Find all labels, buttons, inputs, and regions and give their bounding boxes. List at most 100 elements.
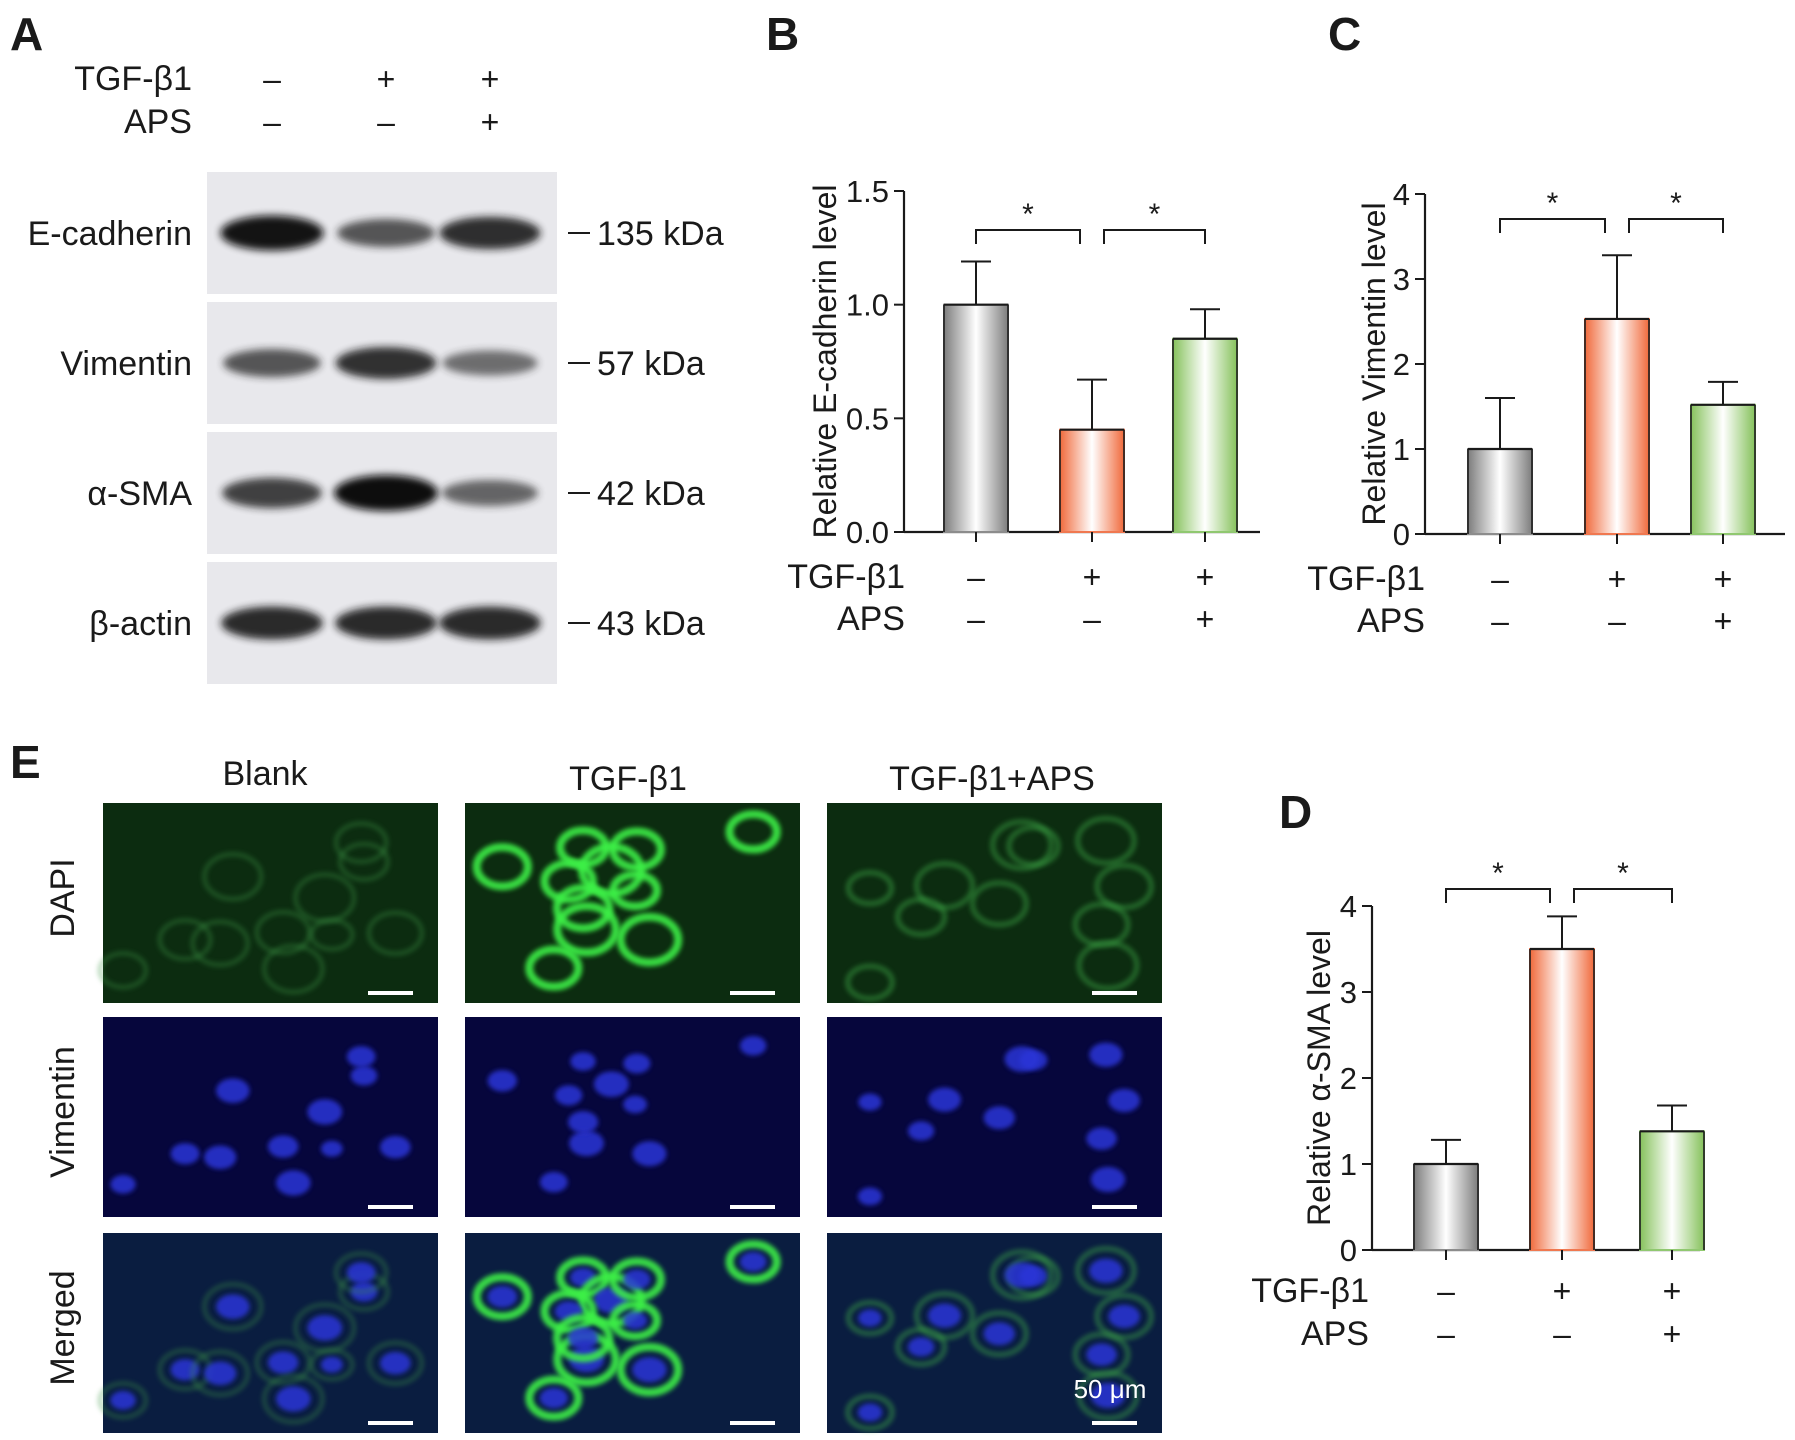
treatment-sign: – [1083,601,1101,637]
if-row-dapi: DAPI [44,858,82,937]
if-nucleus-1-2-4 [928,1087,961,1112]
significance-bracket [1103,229,1206,244]
chart-b: B Relative E-cadherin level 0.0 0.5 1.0 1.5 * *… [766,8,1260,638]
if-nucleus-1-2-5 [1089,1042,1123,1067]
treatment-sign: + [1663,1273,1682,1309]
panel-a-treatment-header: TGF-β1 APS – + + – – + [74,60,499,141]
if-nucleus-1-0-7 [346,1046,376,1068]
if-cell-green-2-0-0 [97,1380,149,1420]
if-nucleus-1-0-8 [380,1135,411,1159]
if-nucleus-2-2-7 [857,1403,883,1422]
treatment-label: TGF-β1 [787,558,905,596]
significance-star: * [1670,187,1682,220]
if-nucleus-1-0-3 [267,1135,299,1158]
treatment-sign: – [1491,603,1509,639]
if-nucleus-2-2-6 [858,1309,882,1327]
y-tick-label: 1 [1340,1147,1357,1182]
if-cell-green-0-1-10 [525,945,583,991]
significance-star: * [1492,857,1504,890]
if-nucleus-1-0-4 [350,1065,378,1086]
if-nucleus-1-0-2 [203,1145,237,1170]
if-cell-green-0-2-7 [844,963,895,1002]
panel-a: A TGF-β1 APS – + + – – + E-cadherin 135 k… [10,8,724,684]
if-cell-green-0-1-6 [553,902,620,957]
if-cell-green-0-0-4 [337,841,391,882]
if-nucleus-1-1-4 [623,1095,648,1114]
if-nucleus-1-1-10 [539,1171,568,1193]
if-nucleus-1-2-9 [1004,1046,1040,1072]
if-cell-green-0-2-10 [1076,939,1140,992]
if-cell-green-2-1-4 [609,1300,662,1341]
treatment-sign: + [1714,561,1733,597]
if-cell-green-2-1-3 [472,1273,532,1321]
if-cell-green-2-1-5 [725,1240,781,1284]
sign-tgf-lane2: + [377,61,396,97]
y-tick-label: 1 [1393,432,1410,467]
if-nucleus-1-1-6 [569,1130,604,1157]
if-nucleus-2-1-4 [623,1311,648,1330]
y-axis-label: Relative E-cadherin level [807,185,843,539]
if-column-tgf-aps: TGF-β1+APS [889,760,1095,798]
treatment-sign: + [1083,559,1102,595]
treatment-sign: + [1663,1316,1682,1352]
if-nucleus-2-0-3 [267,1351,299,1374]
treatment-sign: – [967,559,985,595]
y-tick-label: 0.0 [846,515,889,550]
significance-star: * [1617,857,1629,890]
treatment-label: TGF-β1 [1251,1272,1369,1310]
if-cell-green-2-2-6 [845,1299,895,1337]
treatment-label: APS [1357,602,1425,640]
if-nucleus-1-0-10 [216,1078,250,1103]
if-row-vimentin: Vimentin [44,1046,82,1178]
blot-band-2-2 [442,480,538,506]
blot-marker-label: 57 kDa [597,345,705,383]
if-cell-green-0-0-1 [157,917,213,962]
treatment-label-aps: APS [124,103,192,141]
treatment-sign: – [1608,603,1626,639]
panel-letter: D [1279,786,1312,838]
y-tick-label: 3 [1340,975,1357,1010]
blot-protein-label: β-actin [89,605,192,643]
if-nucleus-1-0-6 [307,1099,343,1125]
if-cell-green-2-0-9 [261,1373,325,1425]
if-cell-green-2-2-5 [1074,1245,1137,1296]
if-cell-green-2-1-10 [525,1375,583,1421]
if-nucleus-1-2-6 [858,1093,882,1111]
blot-marker-label: 43 kDa [597,605,705,643]
if-nucleus-1-1-1 [593,1071,629,1098]
if-nucleus-1-0-5 [320,1140,343,1157]
if-cell-green-0-0-6 [293,872,357,924]
panel-letter: B [766,8,799,60]
blot-band-1-1 [335,347,437,379]
if-cell-green-2-2-2 [1094,1292,1155,1341]
if-cell-green-2-0-10 [201,1281,264,1332]
if-nucleus-1-1-3 [487,1069,517,1092]
if-nucleus-2-1-2 [632,1357,667,1383]
sign-tgf-lane1: – [263,61,281,97]
y-tick-label: 0 [1340,1233,1357,1268]
bar [1172,337,1238,533]
y-tick-label: 0.5 [846,401,889,436]
if-cell-green-2-2-1 [969,1310,1029,1358]
if-cell-green-0-0-7 [333,821,389,865]
if-nucleus-1-2-10 [1090,1166,1126,1193]
scale-bar-label: 50 μm [1074,1374,1147,1404]
if-cell-green-2-1-2 [616,1342,683,1397]
sign-tgf-lane3: + [481,61,500,97]
blot-band-0-1 [337,219,435,247]
bar [1584,317,1650,536]
if-cell-green-2-0-7 [333,1251,389,1295]
if-cell-green-0-0-2 [190,919,251,968]
blot-rows: E-cadherin 135 kDa Vimentin 57 kDa α-SMA 42 k… [28,172,724,684]
if-column-blank: Blank [222,755,308,793]
y-tick-label: 4 [1340,889,1357,924]
treatment-label: TGF-β1 [1307,560,1425,598]
if-image-grid [97,803,1162,1433]
blot-band-0-0 [220,215,324,251]
if-nucleus-2-2-9 [1004,1262,1040,1288]
treatment-sign: – [1491,561,1509,597]
if-nucleus-2-2-0 [1086,1343,1117,1366]
if-nucleus-2-0-7 [346,1262,376,1284]
if-nucleus-1-0-9 [276,1170,311,1196]
blot-band-1-2 [442,350,538,376]
